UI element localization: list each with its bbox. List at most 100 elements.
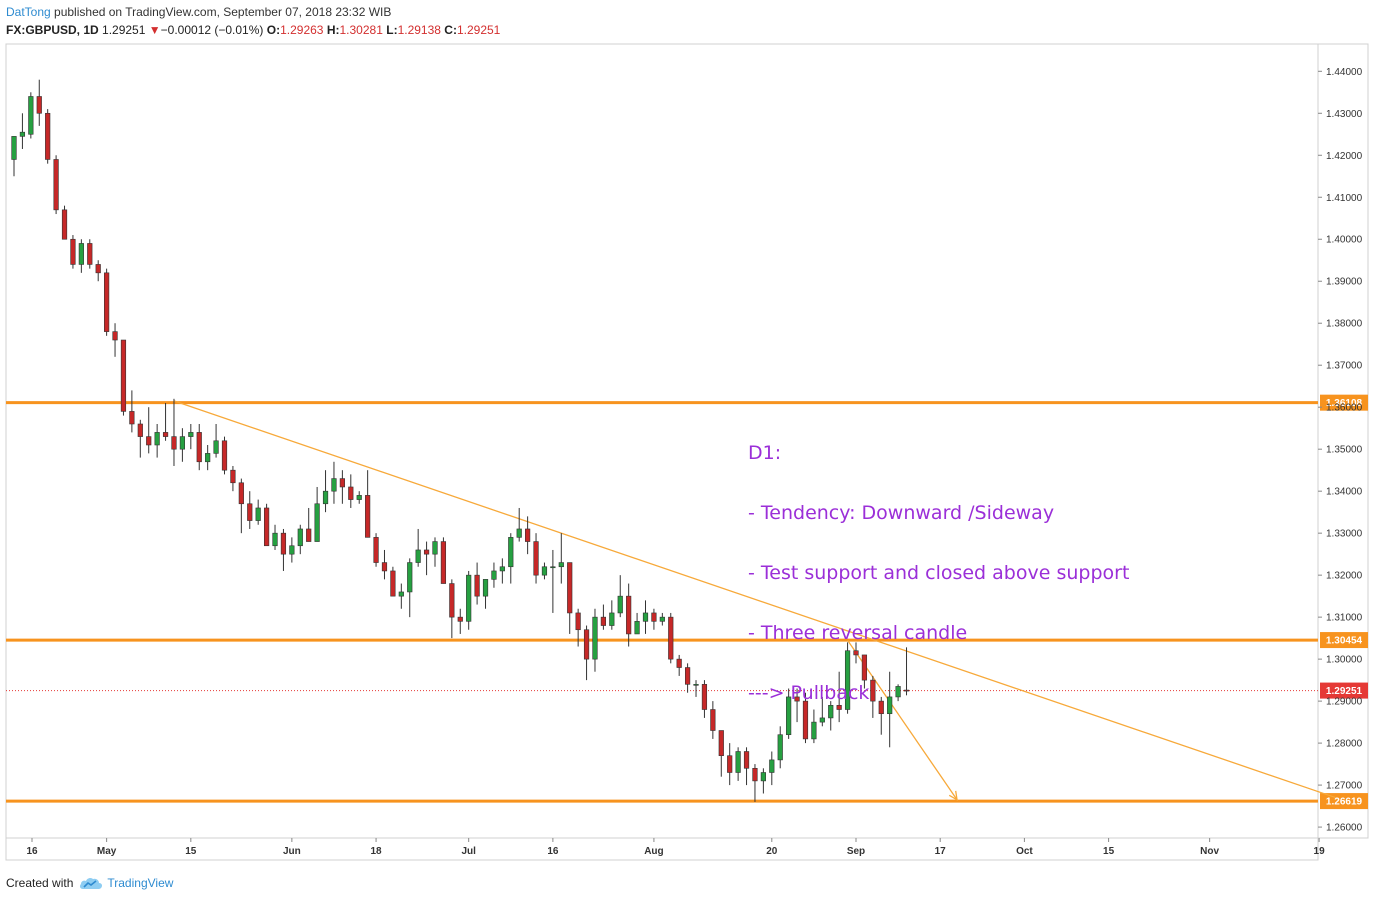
candle-body bbox=[710, 709, 716, 731]
high-label: H: bbox=[326, 23, 340, 37]
candle bbox=[786, 688, 792, 739]
tradingview-link[interactable]: TradingView bbox=[79, 876, 173, 890]
low-label: L: bbox=[386, 23, 398, 37]
publish-info: published on TradingView.com, September … bbox=[50, 5, 392, 19]
candle bbox=[205, 444, 211, 471]
candle bbox=[129, 390, 135, 433]
candles bbox=[11, 79, 910, 802]
candle-body bbox=[718, 730, 724, 757]
candle bbox=[558, 533, 564, 584]
current-price-badge bbox=[1320, 682, 1368, 699]
candle bbox=[844, 642, 851, 714]
candle-body bbox=[398, 591, 404, 597]
candle-body bbox=[541, 566, 548, 576]
candle bbox=[373, 533, 379, 567]
y-tick-label: 1.29000 bbox=[1326, 697, 1363, 708]
candle bbox=[659, 612, 665, 626]
candle bbox=[887, 671, 893, 748]
candle-body bbox=[752, 767, 758, 782]
candle-body bbox=[381, 562, 388, 572]
y-tick-label: 1.32000 bbox=[1326, 571, 1363, 582]
symbol-label[interactable]: FX:GBPUSD, 1D bbox=[6, 23, 99, 37]
candle bbox=[11, 136, 17, 177]
candle bbox=[811, 709, 817, 744]
y-tick-label: 1.40000 bbox=[1326, 235, 1363, 246]
axes: 1.44000 1.43000 1.42000 1.41000 1.40000 1.390… bbox=[26, 67, 1362, 857]
candle-body bbox=[516, 528, 522, 538]
candle-body bbox=[238, 482, 244, 505]
candle-body bbox=[171, 436, 177, 450]
candle bbox=[53, 155, 59, 215]
candle-body bbox=[457, 616, 463, 622]
candle bbox=[525, 516, 531, 555]
x-tick-label: 15 bbox=[185, 846, 197, 857]
x-tick-label: 15 bbox=[1103, 846, 1115, 857]
candle-body bbox=[230, 469, 236, 484]
candle-body bbox=[895, 686, 901, 698]
candle bbox=[146, 407, 152, 454]
candle bbox=[188, 423, 194, 450]
candle-body bbox=[415, 549, 421, 563]
candle-body bbox=[609, 612, 615, 626]
candle bbox=[609, 600, 615, 630]
candle bbox=[61, 205, 68, 240]
downtrend-line bbox=[173, 400, 1337, 799]
candle bbox=[255, 499, 261, 525]
y-tick-label: 1.39000 bbox=[1326, 277, 1363, 288]
level-price-badge bbox=[1320, 394, 1368, 411]
open-value: 1.29263 bbox=[280, 23, 324, 37]
candle bbox=[120, 339, 127, 416]
y-tick-label: 1.30000 bbox=[1326, 655, 1363, 666]
candle-body bbox=[878, 700, 884, 715]
candle-body bbox=[423, 549, 430, 555]
candle-body bbox=[263, 507, 270, 547]
y-tick-label: 1.31000 bbox=[1326, 613, 1363, 624]
publish-header: DatTong published on TradingView.com, Se… bbox=[6, 4, 391, 20]
y-tick-label: 1.43000 bbox=[1326, 109, 1363, 120]
candle-body bbox=[78, 243, 84, 265]
candle-body bbox=[272, 532, 278, 547]
price-chart[interactable]: 1.36108 1.30454 1.26619 1.29251 1.44000 1.43… bbox=[0, 0, 1376, 870]
candle bbox=[381, 549, 388, 580]
candle-body bbox=[701, 684, 708, 710]
projection-arrow-head bbox=[948, 790, 958, 802]
candle bbox=[617, 575, 623, 618]
author-link[interactable]: DatTong bbox=[6, 5, 51, 19]
candle bbox=[516, 507, 522, 542]
candle bbox=[482, 579, 489, 609]
candle-body bbox=[659, 616, 665, 622]
candle bbox=[104, 268, 110, 336]
x-tick-label: 16 bbox=[26, 846, 38, 857]
candle bbox=[752, 764, 758, 802]
candle-body bbox=[255, 507, 261, 521]
y-tick-label: 1.33000 bbox=[1326, 529, 1363, 540]
candle bbox=[499, 558, 505, 584]
candle bbox=[154, 423, 160, 458]
time-axis-frame bbox=[5, 837, 1319, 861]
y-tick-label: 1.44000 bbox=[1326, 67, 1363, 78]
candle-body bbox=[356, 495, 362, 500]
candle bbox=[112, 323, 118, 357]
candle bbox=[423, 541, 430, 576]
candle-body bbox=[760, 772, 766, 782]
candle-body bbox=[348, 486, 354, 500]
y-tick-label: 1.42000 bbox=[1326, 151, 1363, 162]
candle-body bbox=[390, 570, 396, 597]
candle-body bbox=[617, 595, 623, 614]
candle-body bbox=[365, 495, 371, 538]
candle bbox=[626, 583, 632, 647]
candle-body bbox=[45, 112, 51, 160]
candle bbox=[701, 680, 708, 718]
candle-body bbox=[146, 436, 152, 446]
candle bbox=[407, 558, 413, 618]
candle-body bbox=[474, 574, 480, 597]
candle-body bbox=[600, 616, 606, 626]
annotation-line: - Tendency: Downward /Sideway bbox=[748, 502, 1055, 524]
candle bbox=[230, 465, 236, 492]
level-price-badge bbox=[1320, 793, 1368, 810]
candle bbox=[78, 239, 84, 273]
candle-body bbox=[373, 537, 379, 563]
candle bbox=[836, 671, 842, 723]
tradingview-cloud-icon bbox=[80, 877, 103, 889]
candle-body bbox=[440, 541, 447, 584]
